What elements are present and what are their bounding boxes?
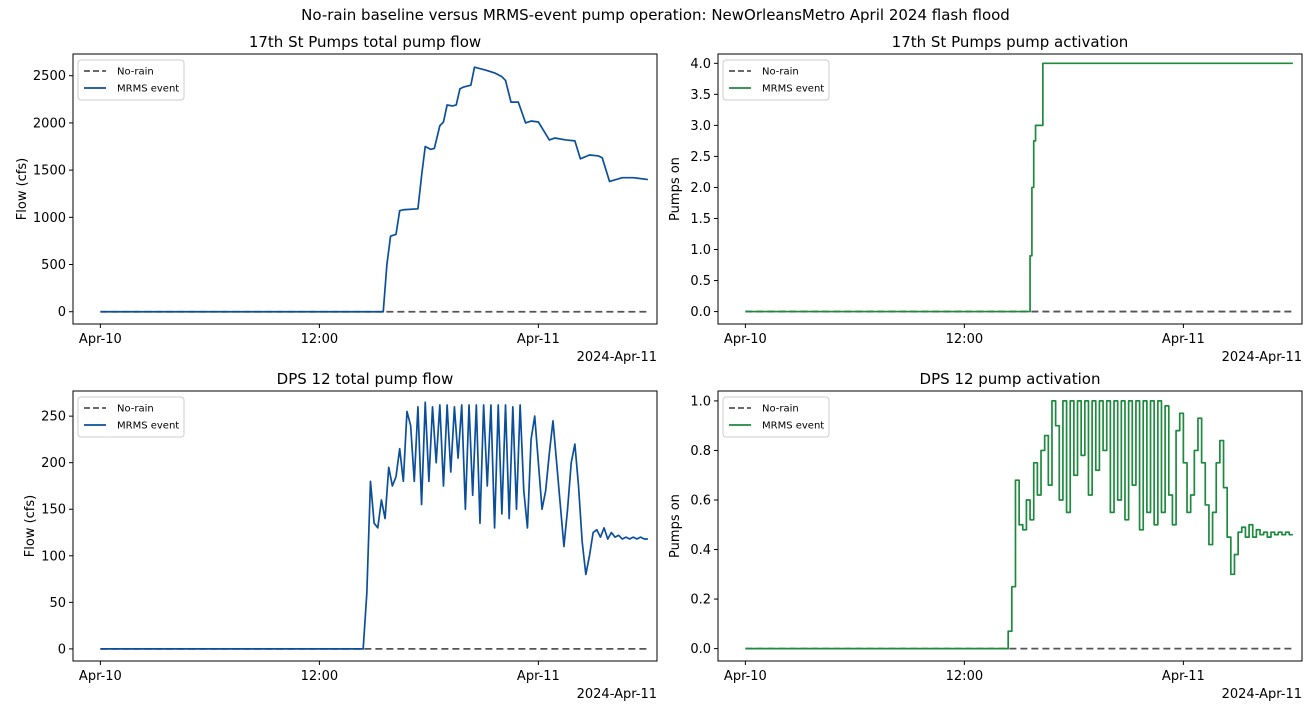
plot-frame (72, 53, 658, 325)
x-tick-label: 12:00 (946, 332, 983, 347)
y-tick-label: 0.8 (690, 444, 711, 459)
y-tick-label: 50 (49, 596, 66, 611)
y-tick-label: 0 (58, 642, 66, 657)
y-tick-label: 0.2 (690, 593, 711, 608)
series-line-mrms-event (745, 62, 1293, 313)
subplot-title: DPS 12 pump activation (920, 370, 1101, 388)
y-tick-label: 1.5 (690, 212, 711, 227)
x-offset-label: 2024-Apr-11 (1222, 350, 1302, 365)
y-tick-label: 0.4 (690, 543, 711, 558)
subplot-3: DPS 12 total pump flow Apr-10 12:00 Apr-11 2… (23, 370, 658, 702)
subplot-title: 17th St Pumps total pump flow (249, 33, 481, 51)
subplot-1: 17th St Pumps total pump flow Apr-10 12:00… (15, 33, 658, 365)
y-tick-label: 2500 (33, 69, 66, 84)
y-tick-label: 0.0 (690, 305, 711, 320)
legend-label: No-rain (117, 404, 154, 415)
legend-label: MRMS event (117, 84, 179, 95)
y-tick-label: 0 (58, 305, 66, 320)
y-tick-label: 100 (41, 549, 66, 564)
subplot-4: DPS 12 pump activation Apr-10 12:00 Apr-11 2… (668, 370, 1303, 702)
x-tick-label: Apr-11 (1162, 669, 1205, 684)
y-axis-label: Flow (cfs) (15, 158, 30, 220)
plot-frame (717, 390, 1303, 662)
y-tick-label: 0.6 (690, 493, 711, 508)
series-line-mrms-event (100, 66, 648, 313)
legend-label: MRMS event (762, 84, 824, 95)
x-offset-label: 2024-Apr-11 (577, 350, 657, 365)
y-tick-label: 2000 (33, 116, 66, 131)
subplot-2: 17th St Pumps pump activation Apr-10 12:00… (668, 33, 1303, 365)
subplot-title: 17th St Pumps pump activation (892, 33, 1129, 51)
y-tick-label: 1.0 (690, 243, 711, 258)
legend-label: MRMS event (762, 421, 824, 432)
figure-title: No-rain baseline versus MRMS-event pump … (301, 6, 1010, 24)
legend: No-rain MRMS event (722, 59, 830, 101)
x-tick-label: 12:00 (946, 669, 983, 684)
y-axis-label: Pumps on (668, 157, 683, 221)
plot-frame (72, 390, 658, 662)
legend-label: No-rain (762, 404, 799, 415)
legend: No-rain MRMS event (77, 396, 185, 438)
y-tick-label: 200 (41, 456, 66, 471)
y-tick-label: 3.0 (690, 119, 711, 134)
y-tick-label: 4.0 (690, 57, 711, 72)
legend: No-rain MRMS event (722, 396, 830, 438)
y-tick-label: 150 (41, 503, 66, 518)
y-tick-label: 0.0 (690, 642, 711, 657)
series-line-mrms-event (745, 400, 1293, 650)
y-tick-label: 3.5 (690, 88, 711, 103)
x-tick-label: Apr-10 (79, 332, 122, 347)
y-tick-label: 2.0 (690, 181, 711, 196)
legend-label: No-rain (117, 67, 154, 78)
x-offset-label: 2024-Apr-11 (577, 687, 657, 702)
y-tick-label: 2.5 (690, 150, 711, 165)
y-tick-label: 1500 (33, 164, 66, 179)
y-tick-label: 500 (41, 258, 66, 273)
legend: No-rain MRMS event (77, 59, 185, 101)
legend-box (722, 59, 830, 101)
y-tick-label: 250 (41, 410, 66, 425)
legend-box (77, 59, 185, 101)
y-tick-label: 1000 (33, 211, 66, 226)
x-tick-label: Apr-10 (724, 332, 767, 347)
y-tick-label: 0.5 (690, 274, 711, 289)
subplot-title: DPS 12 total pump flow (277, 370, 454, 388)
series-line-mrms-event (100, 401, 648, 650)
x-tick-label: Apr-10 (79, 669, 122, 684)
plot-frame (717, 53, 1303, 325)
y-axis-label: Pumps on (668, 494, 683, 558)
legend-box (722, 396, 830, 438)
x-tick-label: Apr-11 (517, 332, 560, 347)
legend-box (77, 396, 185, 438)
x-tick-label: 12:00 (301, 669, 338, 684)
x-offset-label: 2024-Apr-11 (1222, 687, 1302, 702)
y-tick-label: 1.0 (690, 394, 711, 409)
y-axis-label: Flow (cfs) (23, 495, 38, 557)
legend-label: No-rain (762, 67, 799, 78)
x-tick-label: Apr-11 (1162, 332, 1205, 347)
x-tick-label: Apr-10 (724, 669, 767, 684)
x-tick-label: Apr-11 (517, 669, 560, 684)
legend-label: MRMS event (117, 421, 179, 432)
x-tick-label: 12:00 (301, 332, 338, 347)
